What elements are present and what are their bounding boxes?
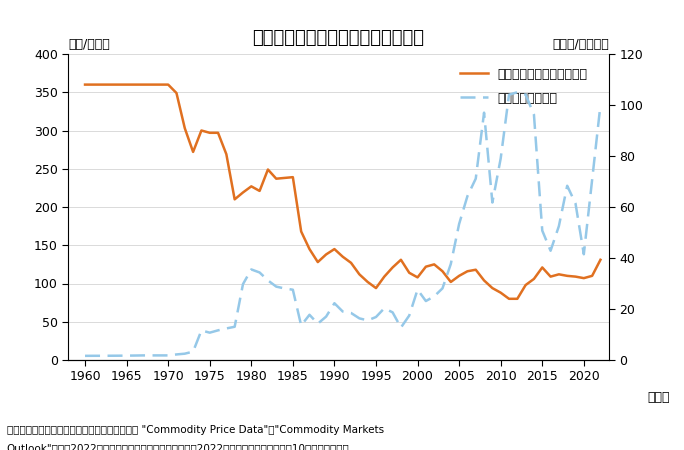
Text: （年）: （年） xyxy=(648,391,670,404)
Legend: ドル円為替レート（左軸）, 原油価格（右軸）: ドル円為替レート（左軸）, 原油価格（右軸） xyxy=(455,63,592,110)
Text: （出所）日本銀行「外国為替市況」、世界銀行 "Commodity Price Data"、"Commodity Markets: （出所）日本銀行「外国為替市況」、世界銀行 "Commodity Price D… xyxy=(7,425,384,435)
Text: Outlook"（注）2022年の原油価格は世界銀行の予測値、2022年のドル円為替レートは10月までの平均。: Outlook"（注）2022年の原油価格は世界銀行の予測値、2022年のドル円… xyxy=(7,443,350,450)
Text: （円/ドル）: （円/ドル） xyxy=(68,38,110,51)
Title: ドル円為替レートと原油価格の推移: ドル円為替レートと原油価格の推移 xyxy=(252,29,425,47)
Text: （ドル/バレル）: （ドル/バレル） xyxy=(552,38,609,51)
